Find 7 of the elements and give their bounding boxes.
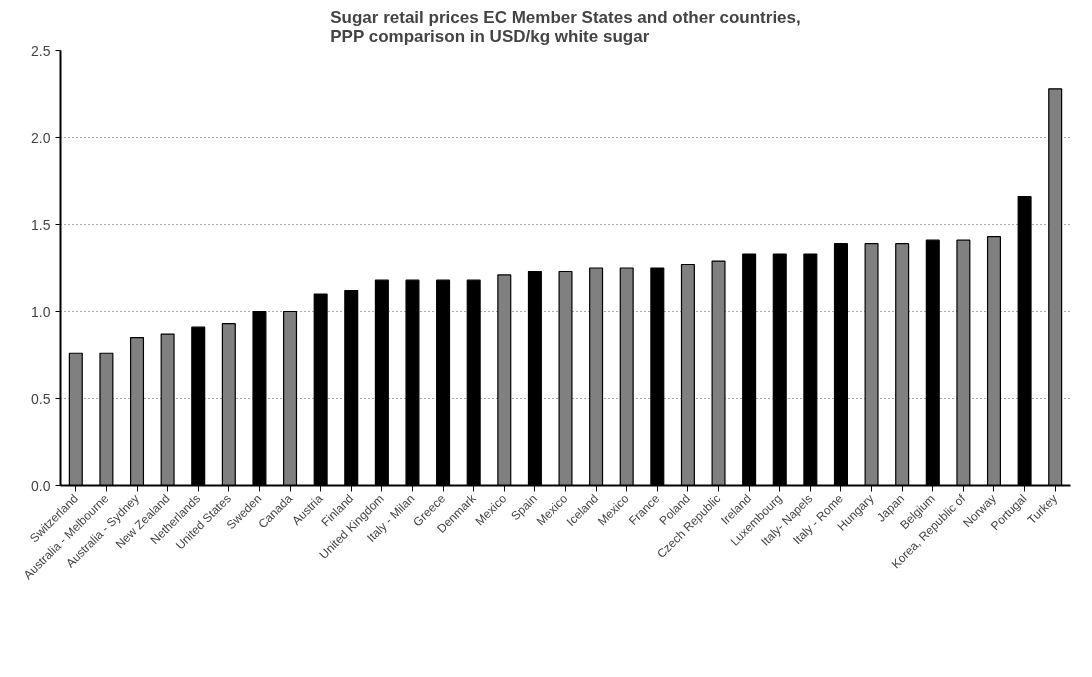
y-tick-label: 1.5 — [31, 216, 51, 233]
y-tick-label: 2.0 — [31, 129, 51, 146]
chart-title: Sugar retail prices EC Member States and other countries, PPP comparison in USD/kg white sugar — [330, 7, 801, 46]
y-tick-label: 1.0 — [31, 303, 51, 320]
y-tick-label: 0.5 — [31, 390, 51, 407]
y-tick-label: 0.0 — [31, 477, 51, 494]
y-tick-label: 2.5 — [31, 42, 51, 59]
